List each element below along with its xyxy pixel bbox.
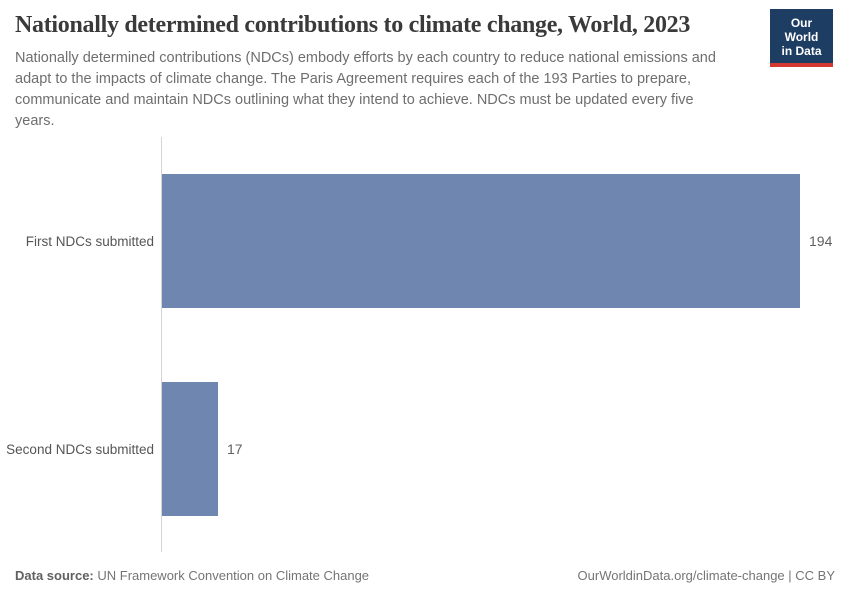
attribution: OurWorldinData.org/climate-change | CC B… [577,568,835,583]
category-label-first-ndcs: First NDCs submitted [25,233,154,249]
y-axis-line [161,137,162,552]
bar-first-ndcs-submitted[interactable] [162,174,800,308]
subtitle-line: Nationally determined contributions (NDC… [15,50,716,66]
data-source-label: Data source: [15,568,94,583]
bar-row: Second NDCs submitted 17 [0,382,850,516]
owid-logo: Our World in Data [770,9,833,67]
owid-logo-line1: Our World [784,16,819,44]
page-title: Nationally determined contributions to c… [15,12,691,38]
chart-subtitle: Nationally determined contributions (NDC… [15,48,760,132]
value-label-first-ndcs: 194 [809,233,833,249]
owid-logo-line2: in Data [781,44,822,58]
value-label-second-ndcs: 17 [227,441,243,457]
bar-second-ndcs-submitted[interactable] [162,382,218,516]
data-source: Data source: UN Framework Convention on … [15,568,369,583]
category-label-second-ndcs: Second NDCs submitted [6,441,154,457]
data-source-value: UN Framework Convention on Climate Chang… [93,568,370,583]
bar-row: First NDCs submitted 194 [0,174,850,308]
subtitle-line: adapt to the impacts of climate change. … [15,71,691,87]
subtitle-line: years. [15,113,55,129]
subtitle-line: communicate and maintain NDCs outlining … [15,92,694,108]
